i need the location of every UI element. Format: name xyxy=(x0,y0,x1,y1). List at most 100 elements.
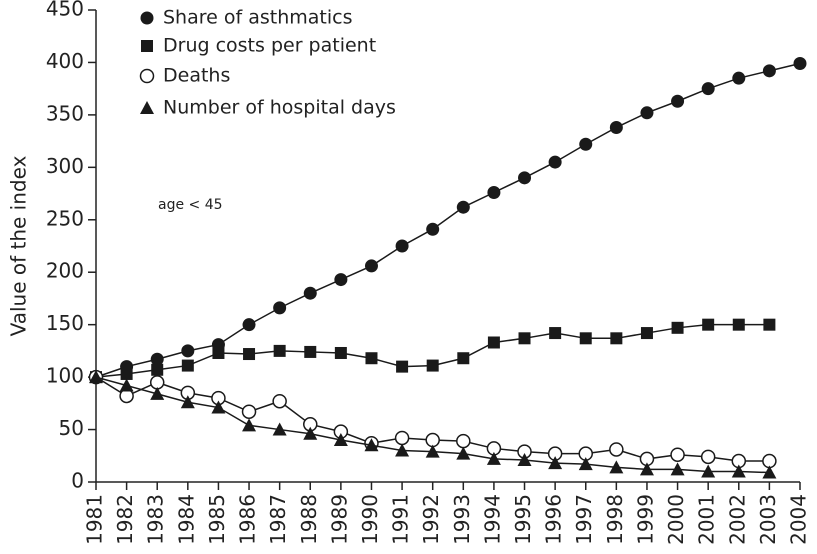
marker xyxy=(487,186,501,200)
annotation: age < 45 xyxy=(158,197,223,213)
marker xyxy=(140,11,154,25)
marker xyxy=(120,367,133,380)
marker xyxy=(364,438,379,452)
marker xyxy=(181,344,195,358)
x-tick-label: 1986 xyxy=(236,494,260,545)
marker xyxy=(700,449,716,465)
x-tick-label: 1998 xyxy=(603,494,627,545)
marker xyxy=(272,422,287,436)
marker xyxy=(181,359,194,372)
x-tick-label: 1993 xyxy=(450,494,474,545)
marker xyxy=(151,363,164,376)
y-tick-label: 100 xyxy=(46,364,84,388)
legend-label: Deaths xyxy=(163,65,230,87)
marker xyxy=(671,321,684,334)
x-tick-label: 1996 xyxy=(542,494,566,545)
marker xyxy=(426,359,439,372)
x-tick-label: 2001 xyxy=(695,494,719,545)
x-tick-label: 2004 xyxy=(787,494,811,545)
marker xyxy=(640,327,653,340)
marker xyxy=(518,332,531,345)
x-tick-label: 2002 xyxy=(725,494,749,545)
marker xyxy=(395,239,409,253)
x-tick-label: 1988 xyxy=(297,494,321,545)
marker xyxy=(89,370,103,384)
x-tick-label: 1989 xyxy=(327,494,351,545)
x-tick-label: 1994 xyxy=(480,494,504,545)
legend-label: Share of asthmatics xyxy=(163,7,352,29)
marker xyxy=(670,447,685,462)
marker xyxy=(731,464,746,478)
y-axis-label: Value of the index xyxy=(7,155,31,336)
marker xyxy=(426,222,440,236)
x-tick-label: 1984 xyxy=(174,494,198,545)
marker xyxy=(334,346,347,359)
marker xyxy=(640,106,654,120)
marker xyxy=(732,318,745,331)
marker xyxy=(273,344,286,357)
marker xyxy=(334,273,348,287)
marker xyxy=(457,352,470,365)
x-tick-label: 1982 xyxy=(113,494,137,545)
x-tick-label: 1985 xyxy=(205,494,229,545)
marker xyxy=(548,456,563,470)
y-tick-label: 50 xyxy=(59,416,84,440)
x-tick-label: 1997 xyxy=(572,494,596,545)
marker xyxy=(242,318,256,332)
marker xyxy=(150,352,164,366)
marker xyxy=(456,446,471,460)
marker xyxy=(518,171,532,185)
marker xyxy=(242,418,257,432)
marker xyxy=(395,443,410,457)
marker xyxy=(364,259,378,273)
marker xyxy=(701,464,716,478)
y-tick-label: 450 xyxy=(46,0,84,21)
marker xyxy=(793,56,807,70)
marker xyxy=(139,68,155,84)
y-tick-label: 200 xyxy=(46,259,84,283)
marker xyxy=(180,395,195,409)
marker xyxy=(272,393,287,409)
marker xyxy=(212,346,225,359)
marker xyxy=(578,457,593,471)
marker xyxy=(609,120,623,134)
marker xyxy=(579,332,592,345)
x-tick-label: 2000 xyxy=(664,494,688,545)
x-tick-label: 1983 xyxy=(144,494,168,545)
marker xyxy=(762,64,776,78)
x-tick-label: 1995 xyxy=(511,494,535,545)
x-tick-label: 1991 xyxy=(389,494,413,545)
x-tick-label: 1987 xyxy=(266,494,290,545)
y-tick-label: 250 xyxy=(46,206,84,230)
marker xyxy=(762,465,777,479)
marker xyxy=(609,460,624,474)
marker xyxy=(241,404,257,419)
marker xyxy=(549,327,562,340)
marker xyxy=(639,462,654,476)
marker xyxy=(702,318,715,331)
marker xyxy=(273,301,287,315)
marker xyxy=(119,378,134,392)
marker xyxy=(671,94,685,108)
marker xyxy=(333,433,348,447)
marker xyxy=(141,40,153,52)
marker xyxy=(609,442,624,457)
x-tick-label: 1990 xyxy=(358,494,382,545)
marker xyxy=(396,360,409,373)
marker xyxy=(487,336,500,349)
y-tick-label: 300 xyxy=(46,154,84,178)
marker xyxy=(670,462,685,476)
marker xyxy=(763,318,776,331)
legend-label: Number of hospital days xyxy=(163,97,396,119)
marker xyxy=(456,200,470,214)
marker xyxy=(548,155,562,169)
x-tick-label: 1981 xyxy=(83,494,107,545)
legend-label: Drug costs per patient xyxy=(163,35,376,57)
marker xyxy=(365,352,378,365)
marker xyxy=(303,286,317,300)
marker xyxy=(243,348,256,361)
marker xyxy=(732,71,746,85)
y-tick-label: 150 xyxy=(46,311,84,335)
y-tick-label: 400 xyxy=(46,49,84,73)
